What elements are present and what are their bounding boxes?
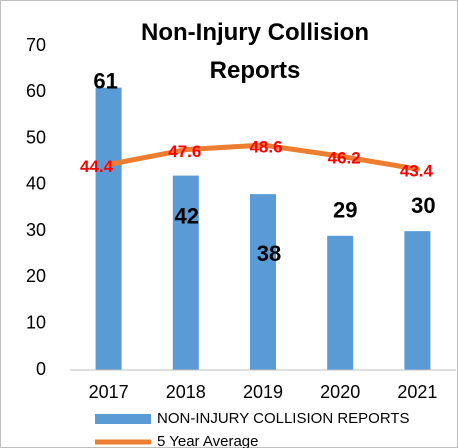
x-tick-label: 2020 [320, 382, 360, 402]
x-tick-label: 2018 [166, 382, 206, 402]
bar [250, 194, 276, 370]
bar [95, 87, 122, 371]
x-tick-label: 2017 [89, 382, 129, 402]
data-label: 43.4 [400, 162, 434, 181]
y-tick-label: 30 [26, 220, 46, 240]
bar [404, 231, 431, 370]
line [106, 142, 420, 172]
x-tick-label: 2019 [243, 382, 283, 402]
data-label: 44.4 [80, 157, 114, 176]
data-label: 29 [333, 198, 357, 223]
y-tick-label: 60 [26, 81, 46, 101]
y-tick-label: 40 [26, 174, 46, 194]
legend-label: NON-INJURY COLLISION REPORTS [157, 410, 410, 427]
y-tick-label: 0 [36, 359, 46, 379]
data-label: 30 [411, 193, 435, 218]
data-label: 47.6 [168, 142, 201, 161]
bar [172, 175, 199, 370]
y-tick-label: 10 [26, 312, 46, 332]
y-tick-label: 50 [26, 127, 46, 147]
data-label: 46.2 [328, 149, 361, 168]
data-label: 61 [93, 68, 117, 93]
data-label: 48.6 [249, 138, 282, 157]
y-tick-label: 70 [26, 35, 46, 55]
data-label: 42 [175, 203, 199, 228]
legend-swatch [95, 414, 151, 424]
legend-label: 5 Year Average [157, 433, 258, 448]
bar [327, 235, 354, 370]
data-label: 38 [257, 241, 281, 266]
x-tick-label: 2021 [397, 382, 437, 402]
y-tick-label: 20 [26, 266, 46, 286]
chart-title: Non-Injury Collision Reports [141, 19, 369, 84]
